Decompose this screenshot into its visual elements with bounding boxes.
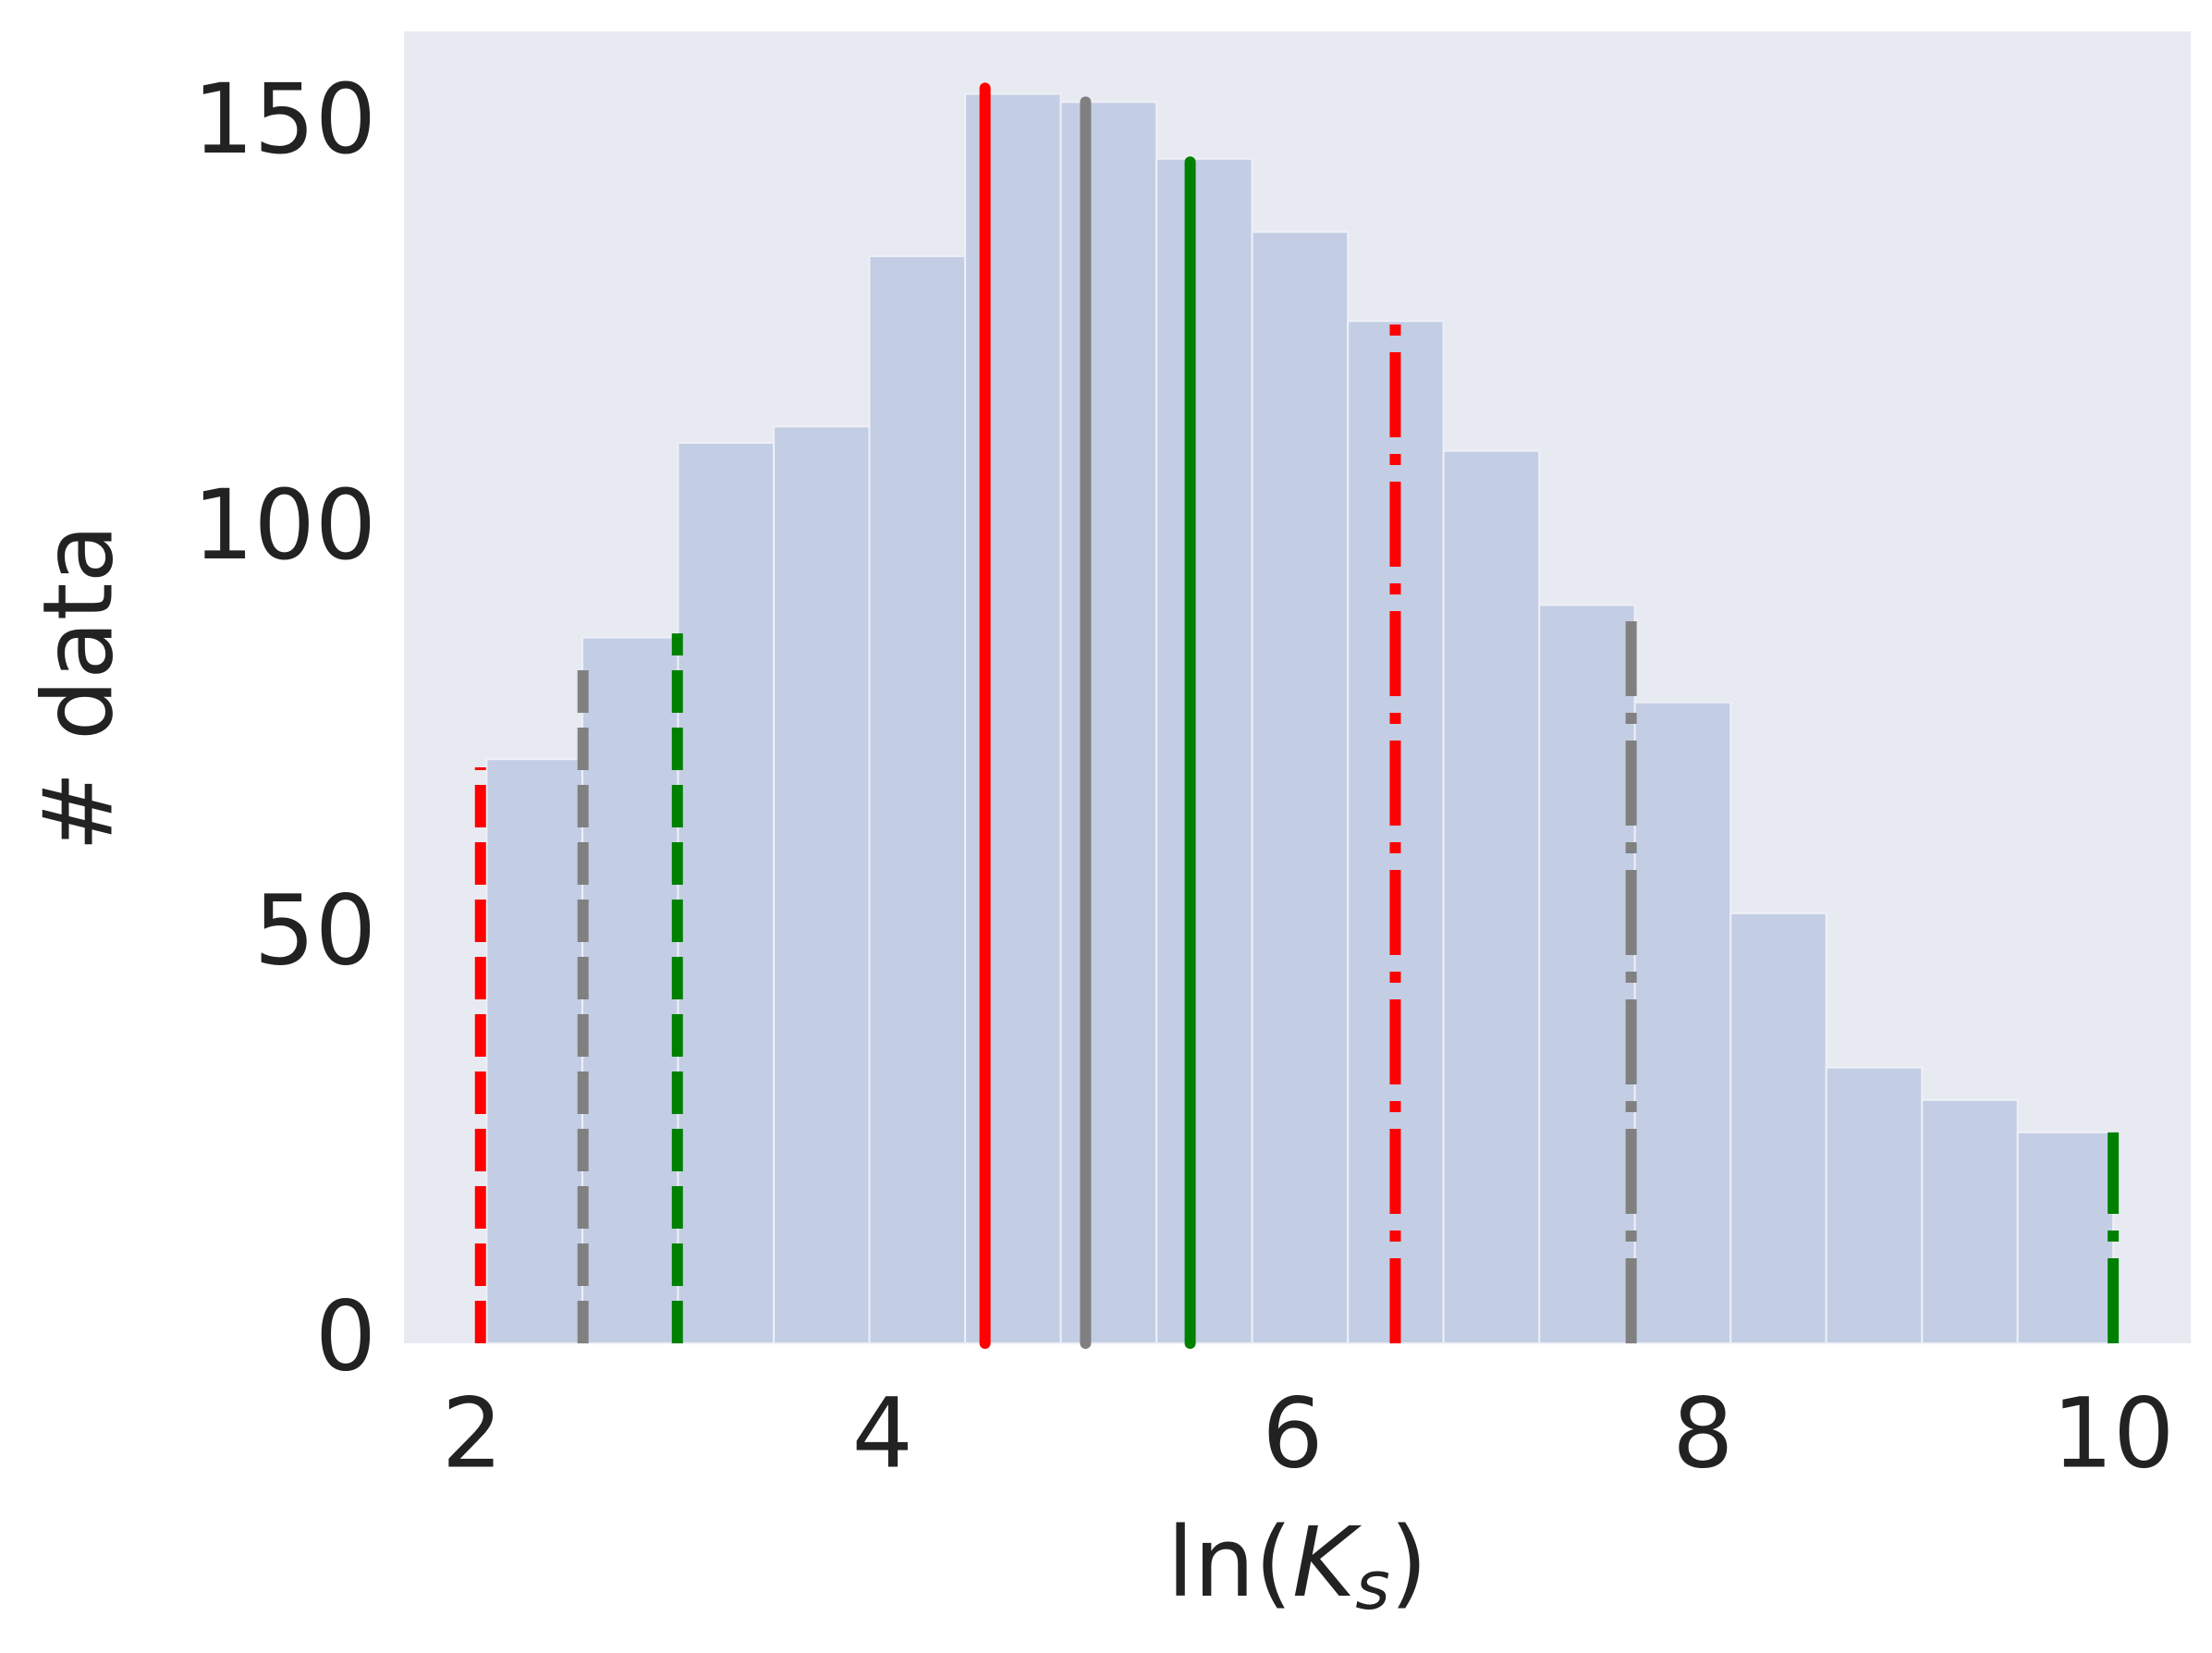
histogram-bar (485, 758, 584, 1344)
x-tick-label: 2 (442, 1377, 503, 1489)
x-axis-label-part: s (1355, 1547, 1390, 1624)
x-tick-label: 4 (852, 1377, 913, 1489)
x-tick-label: 10 (2052, 1377, 2174, 1489)
histogram-bar (1921, 1098, 2019, 1345)
histogram-bar (1825, 1066, 1924, 1345)
x-tick-label: 6 (1262, 1377, 1323, 1489)
x-axis-label-part: ) (1390, 1506, 1428, 1619)
y-tick-label: 150 (192, 63, 376, 176)
y-tick-label: 50 (254, 875, 376, 987)
histogram-bar (964, 92, 1062, 1345)
histogram-bar (1538, 604, 1636, 1344)
x-tick-label: 8 (1672, 1377, 1733, 1489)
histogram-bar (1059, 101, 1158, 1345)
histogram-bar (677, 441, 776, 1344)
y-axis-label: # data (21, 524, 134, 851)
histogram-bar (2016, 1131, 2115, 1345)
histogram-bar (1729, 912, 1827, 1344)
histogram-bar (868, 255, 967, 1344)
histogram-bar (773, 425, 871, 1344)
x-axis-label: ln(Ks) (1167, 1506, 1428, 1623)
y-tick-label: 0 (315, 1280, 376, 1392)
histogram-bar (581, 636, 679, 1344)
y-tick-label: 100 (192, 469, 376, 582)
histogram-bar (1155, 157, 1253, 1344)
histogram-bar (1251, 230, 1350, 1344)
x-axis-label-part: ln( (1167, 1506, 1292, 1619)
histogram-bar (1633, 701, 1732, 1344)
x-axis-label-part: K (1292, 1506, 1363, 1619)
histogram-bar (1442, 449, 1541, 1345)
